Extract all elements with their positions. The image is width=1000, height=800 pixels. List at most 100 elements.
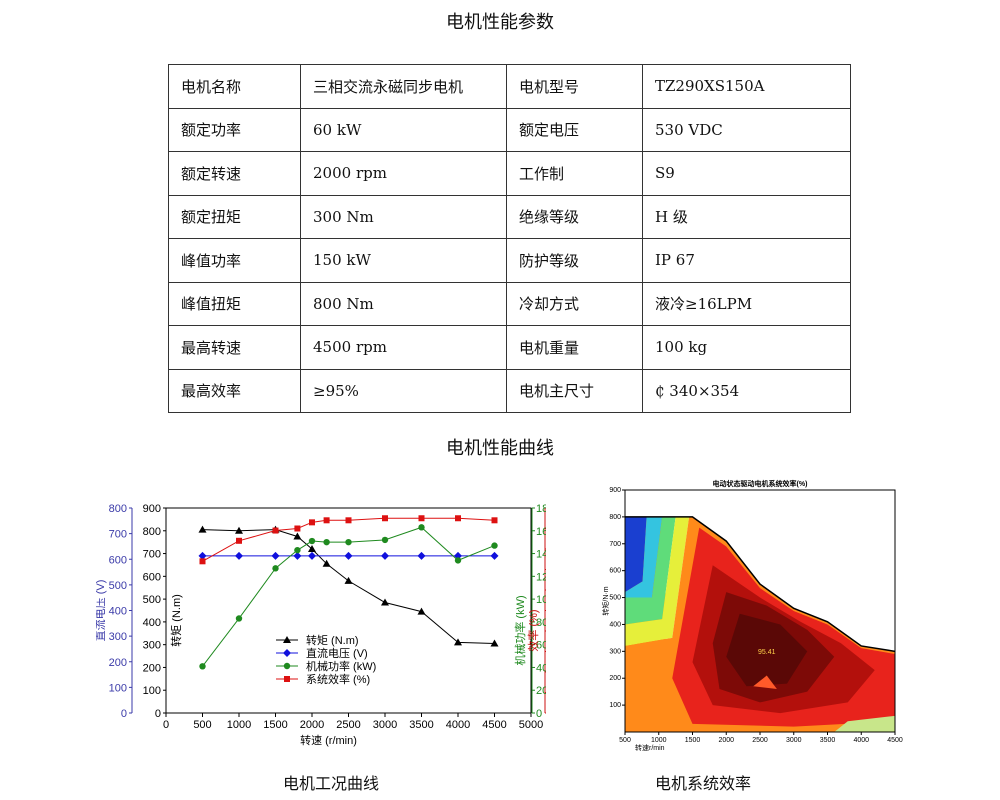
- data-point: [283, 636, 291, 643]
- data-point: [308, 537, 316, 545]
- y-tick-label: 400: [143, 617, 161, 629]
- y-tick-label: 140: [536, 549, 546, 561]
- data-point: [235, 551, 243, 560]
- param-value: 150 kW: [300, 238, 507, 283]
- y-tick-label: 0: [536, 708, 542, 720]
- data-point: [418, 515, 425, 522]
- y-axis-title: 效率 (%): [526, 609, 540, 651]
- legend-label: 直流电压 (V): [306, 646, 368, 660]
- data-point: [293, 551, 302, 560]
- param-value: 2000 rpm: [300, 151, 507, 196]
- legend-label: 转矩 (N.m): [306, 633, 359, 647]
- data-point: [417, 551, 426, 560]
- chart-caption-right: 电机系统效率: [655, 774, 752, 793]
- data-point: [235, 615, 243, 622]
- param-value: S9: [642, 151, 851, 196]
- y-tick-label: 100: [109, 682, 127, 694]
- y-tick-label: 700: [143, 549, 161, 561]
- x-tick-label: 500: [619, 737, 631, 744]
- y-tick-label: 120: [536, 571, 546, 583]
- x-tick-label: 4500: [482, 719, 506, 731]
- x-tick-label: 1000: [651, 737, 667, 744]
- legend-label: 系统效率 (%): [306, 672, 370, 686]
- param-value: 60 kW: [300, 107, 507, 152]
- param-value: 4500 rpm: [300, 325, 507, 370]
- param-label: 绝缘等级: [506, 194, 643, 239]
- y-tick-label: 180: [536, 503, 546, 515]
- torque-envelope-line: [625, 516, 896, 653]
- param-label: 峰值功率: [168, 238, 301, 283]
- data-point: [344, 551, 353, 560]
- y-tick-label: 900: [143, 503, 161, 515]
- param-label: 电机重量: [506, 325, 643, 370]
- contour-band: [834, 715, 895, 732]
- param-row: 最高转速 4500 rpm 电机重量 100 kg: [168, 325, 851, 370]
- param-row: 电机名称 三相交流永磁同步电机 电机型号 TZ290XS150A: [168, 64, 851, 109]
- x-tick-label: 3000: [786, 737, 802, 744]
- param-row: 峰值功率 150 kW 防护等级 IP 67: [168, 238, 851, 283]
- data-point: [308, 545, 316, 552]
- data-point: [490, 639, 499, 647]
- data-point: [283, 662, 291, 670]
- x-tick-label: 3500: [409, 719, 433, 731]
- param-value: 液冷≥16LPM: [642, 281, 851, 326]
- y-tick-label: 300: [143, 640, 161, 652]
- param-label: 工作制: [506, 151, 643, 196]
- data-point: [323, 538, 330, 546]
- y-tick-label: 80: [536, 617, 546, 629]
- y-tick-label: 600: [143, 571, 161, 583]
- param-label: 额定功率: [168, 107, 301, 152]
- data-point: [198, 551, 207, 560]
- x-tick-label: 1000: [227, 719, 251, 731]
- param-label: 电机名称: [168, 64, 301, 109]
- param-label: 最高转速: [168, 325, 301, 370]
- data-point: [418, 524, 425, 531]
- x-tick-label: 4500: [887, 737, 903, 744]
- param-value: 530 VDC: [642, 107, 851, 152]
- region-outside-envelope: [625, 490, 895, 652]
- data-point: [381, 536, 389, 544]
- y-tick-label: 700: [109, 529, 127, 541]
- y-tick-label: 500: [109, 580, 127, 592]
- y-tick-label: 800: [109, 503, 127, 515]
- data-point: [235, 526, 243, 534]
- y-tick-label: 200: [143, 662, 161, 674]
- series-line: [202, 529, 495, 645]
- y-tick-label: 200: [609, 675, 621, 682]
- y-tick-label: 160: [536, 526, 546, 538]
- x-tick-label: 4000: [446, 719, 470, 731]
- y-tick-label: 600: [109, 554, 127, 566]
- param-label: 额定电压: [506, 107, 643, 152]
- data-point: [294, 546, 301, 554]
- x-tick-label: 1500: [263, 719, 287, 731]
- data-point: [454, 551, 462, 560]
- data-point: [454, 557, 462, 564]
- parameter-table: 电机名称 三相交流永磁同步电机 电机型号 TZ290XS150A 额定功率 60 kW 额定…: [168, 64, 851, 413]
- data-point: [345, 538, 352, 546]
- data-point: [199, 558, 206, 565]
- x-tick-label: 2000: [718, 737, 734, 744]
- y-tick-label: 400: [109, 606, 127, 618]
- data-point: [345, 517, 352, 524]
- y-tick-label: 300: [109, 631, 127, 643]
- section-title: 电机性能曲线: [446, 438, 554, 459]
- param-value: ≥95%: [300, 368, 507, 413]
- x-tick-label: 0: [163, 719, 169, 731]
- data-point: [309, 519, 315, 526]
- legend-label: 机械功率 (kW): [306, 659, 376, 673]
- x-tick-label: 500: [193, 719, 211, 731]
- efficiency-map-chart: 500 1000 1500 2000 2500 3000 3500 4000 4500 100 20…: [601, 479, 903, 752]
- data-point: [294, 525, 301, 532]
- data-point: [454, 638, 462, 646]
- peak-efficiency-label: 95.41: [758, 649, 776, 656]
- chart-title: 电动状态驱动电机系统效率(%): [713, 479, 808, 488]
- y-tick-label: 100: [609, 702, 621, 709]
- param-row: 额定功率 60 kW 额定电压 530 VDC: [168, 107, 851, 152]
- param-value: H 级: [642, 194, 851, 239]
- param-value: IP 67: [642, 238, 851, 283]
- y-axis-title: 转矩 (N.m): [169, 594, 183, 647]
- data-point: [284, 676, 290, 682]
- contour-band: [726, 613, 808, 687]
- x-tick-label: 2500: [336, 719, 360, 731]
- contour-band: [625, 516, 647, 593]
